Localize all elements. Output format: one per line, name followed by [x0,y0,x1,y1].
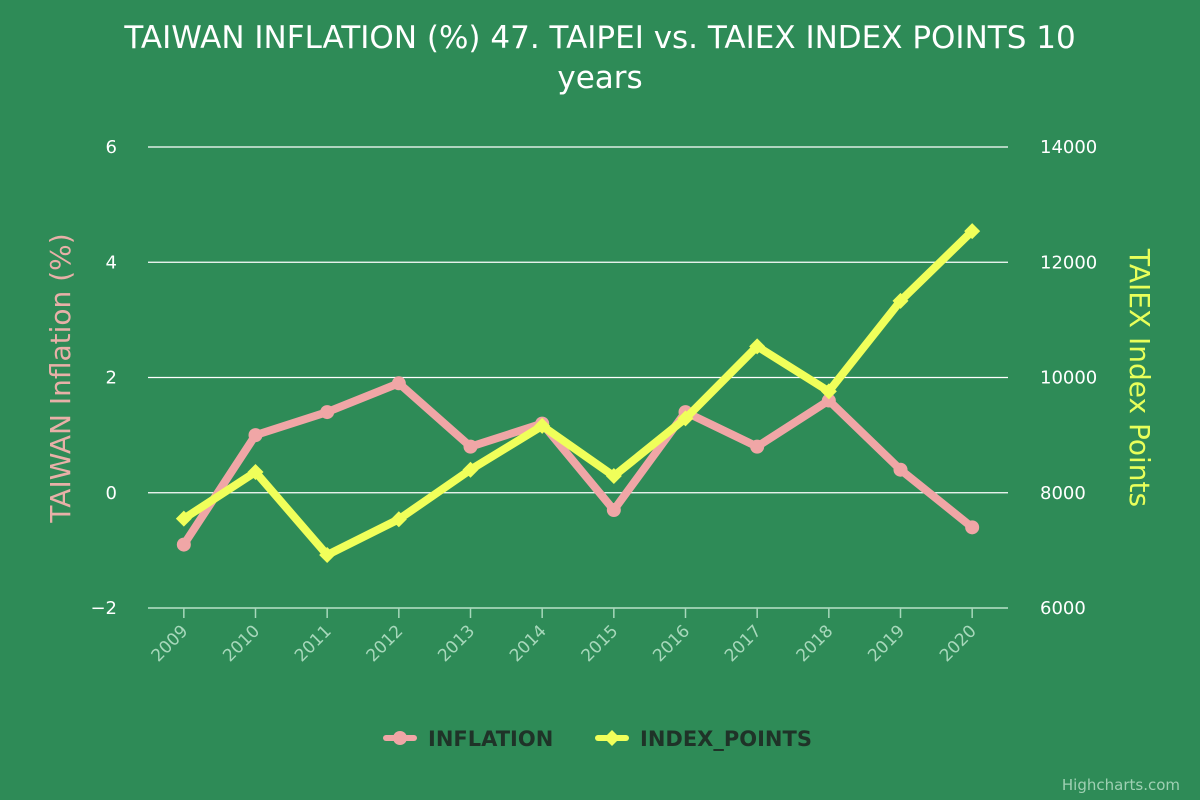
data-point-inflation[interactable] [176,537,191,552]
data-point-index-points[interactable] [892,292,909,309]
x-tick-label: 2011 [291,621,336,666]
series-layer [175,223,981,563]
data-point-inflation[interactable] [248,428,263,443]
legend-marker-index-points [604,730,620,746]
left-tick-label: 2 [106,368,117,389]
legend-label-inflation: INFLATION [428,727,553,751]
data-point-inflation[interactable] [893,462,908,477]
series-index-points [175,223,981,563]
legend-marker-inflation [393,731,407,745]
right-tick-label: 6000 [1040,598,1086,619]
legend-item-index-points[interactable]: INDEX_POINTS [595,727,812,751]
data-point-index-points[interactable] [964,223,981,240]
data-point-index-points[interactable] [175,510,192,527]
left-tick-label: 0 [106,483,117,504]
x-tick-label: 2018 [793,621,838,666]
left-axis-ticks: 6 4 2 0 −2 [90,137,117,619]
chart-title-line-2: years [557,60,642,96]
right-axis-ticks: 14000 12000 10000 8000 6000 [1040,137,1097,619]
left-tick-label: 4 [106,252,117,273]
data-point-inflation[interactable] [750,439,765,454]
grid-lines [148,146,1008,609]
right-tick-label: 10000 [1040,368,1097,389]
legend-label-index-points: INDEX_POINTS [640,727,812,751]
x-axis: 2009 2010 2011 2012 2013 2014 2015 2016 2017 2018… [148,607,1008,666]
right-tick-label: 12000 [1040,252,1097,273]
data-point-inflation[interactable] [463,439,478,454]
x-tick-label: 2015 [578,621,623,666]
data-point-index-points[interactable] [677,410,694,427]
right-tick-label: 8000 [1040,483,1086,504]
data-point-index-points[interactable] [247,464,264,481]
data-point-inflation[interactable] [821,393,836,408]
series-line-inflation [179,379,977,549]
chart-credit[interactable]: Highcharts.com [1062,776,1180,794]
left-tick-label: 6 [106,137,117,158]
data-point-index-points[interactable] [462,461,479,478]
data-point-index-points[interactable] [820,383,837,400]
x-tick-label: 2013 [434,621,479,666]
series-line-index-points [179,227,977,559]
chart-title-line-1: TAIWAN INFLATION (%) 47. TAIPEI vs. TAIE… [123,20,1075,56]
data-point-index-points[interactable] [749,338,766,355]
x-tick-label: 2017 [721,621,766,666]
legend-item-inflation[interactable]: INFLATION [383,727,553,751]
x-tick-label: 2012 [363,621,408,666]
data-point-inflation[interactable] [320,405,335,420]
x-tick-label: 2010 [219,621,264,666]
data-point-index-points[interactable] [534,417,551,434]
data-point-inflation[interactable] [965,520,980,535]
left-tick-label: −2 [90,598,117,619]
x-tick-label: 2014 [506,621,551,666]
data-point-inflation[interactable] [391,376,406,391]
left-axis-title: TAIWAN Inflation (%) [44,233,77,523]
data-point-index-points[interactable] [319,546,336,563]
x-tick-label: 2020 [936,621,981,666]
legend: INFLATION INDEX_POINTS [383,727,812,751]
right-tick-label: 14000 [1040,137,1097,158]
data-point-inflation[interactable] [606,503,621,518]
data-point-index-points[interactable] [390,511,407,528]
x-tick-label: 2016 [649,621,694,666]
x-tick-label: 2019 [864,621,909,666]
right-axis-title: TAIEX Index Points [1123,248,1156,507]
x-tick-label: 2009 [148,621,193,666]
data-point-index-points[interactable] [605,468,622,485]
